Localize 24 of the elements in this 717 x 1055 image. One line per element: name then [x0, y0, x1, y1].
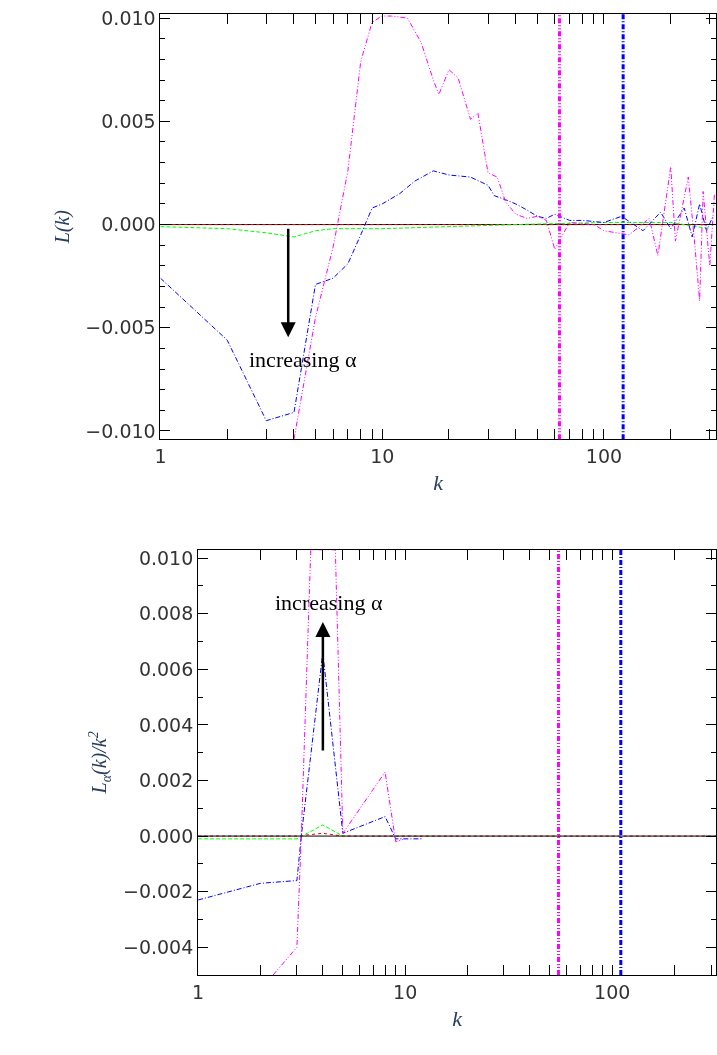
- y-axis-title: L(k): [50, 209, 74, 245]
- y-tick-label: 0.004: [138, 713, 194, 736]
- x-tick-label: 10: [370, 445, 395, 468]
- y-tick-label: −0.005: [85, 316, 156, 339]
- x-tick-label: 10: [393, 980, 418, 1003]
- x-tick-label: 1: [192, 980, 205, 1003]
- annotation: increasing α: [275, 590, 383, 615]
- annotation: increasing α: [249, 347, 357, 372]
- x-tick-label: 1: [154, 445, 167, 468]
- y-tick-label: 0.000: [138, 824, 194, 847]
- y-tick-label: 0.010: [101, 6, 156, 29]
- y-tick-label: −0.010: [85, 419, 156, 442]
- x-axis-title: k: [452, 1005, 464, 1031]
- y-tick-label: 0.008: [138, 602, 194, 625]
- y-tick-label: 0.000: [101, 213, 156, 236]
- y-tick-label: 0.006: [138, 657, 194, 680]
- x-axis-title: k: [433, 469, 445, 495]
- y-tick-label: −0.004: [122, 935, 194, 958]
- x-tick-label: 100: [585, 445, 623, 468]
- y-tick-label: −0.002: [122, 880, 194, 903]
- y-tick-label: 0.002: [138, 769, 194, 792]
- y-tick-label: 0.005: [101, 109, 156, 132]
- x-tick-label: 100: [594, 980, 631, 1003]
- y-tick-label: 0.010: [138, 546, 194, 569]
